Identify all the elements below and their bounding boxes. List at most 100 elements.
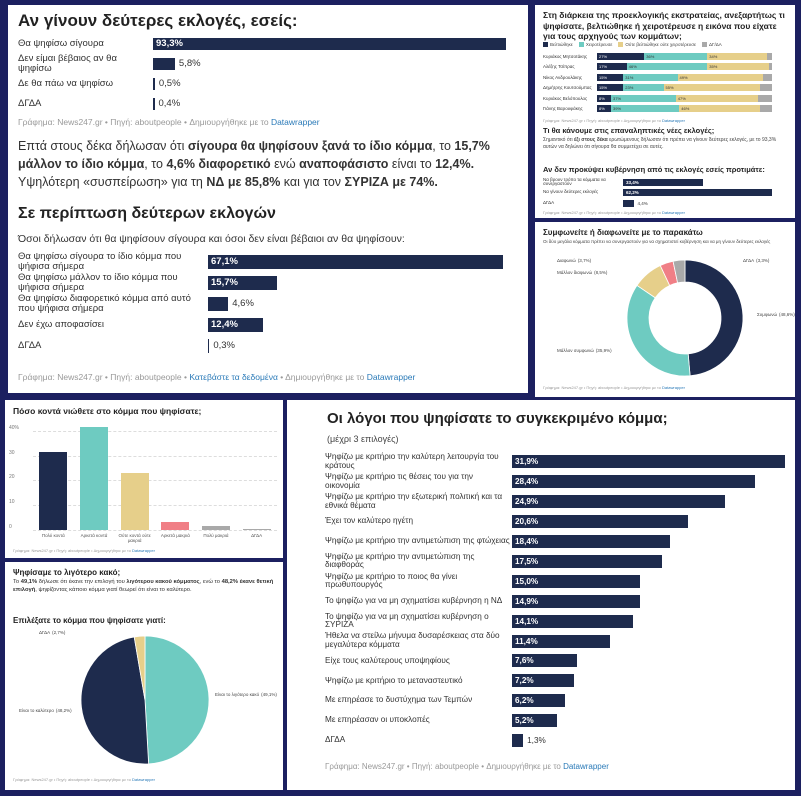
legend-swatch (618, 42, 624, 47)
category-label: ΔΓΔΑ (18, 339, 42, 351)
bar (512, 475, 756, 489)
bar (208, 296, 229, 311)
value-label: 28,4% (515, 477, 539, 487)
bar (153, 78, 155, 90)
chart-title: Αν δεν προκύψει κυβέρνηση από τις εκλογέ… (543, 165, 765, 174)
text-segment: Υψηλότερη «συσπείρωση» για τη (18, 175, 207, 189)
text-segment: ΣΥΡΙΖΑ με 74%. (344, 175, 438, 189)
text-segment: Datawrapper (270, 117, 320, 127)
bar (208, 338, 210, 353)
slice-value: (49,1%) (261, 692, 277, 697)
subchart-title: Επιλέξατε το κόμμα που ψηφίσατε γιατί: (13, 616, 166, 625)
bar-segment (623, 84, 664, 92)
slice-category: Μάλλον συμφωνώ (557, 348, 594, 353)
category-label: Ψηφίζω με κριτήριο την αντιμετώπιση της … (325, 551, 475, 570)
bar (512, 495, 726, 509)
legend-label: Χειροτέρευσε (585, 42, 613, 47)
bar-segment (759, 84, 772, 92)
value-label: 5,8% (178, 58, 201, 69)
grid-line (33, 455, 277, 457)
bar-segment (626, 63, 708, 71)
bar-segment (679, 105, 760, 113)
text-segment: δήλωσε ότι έκανε την επιλογή του (37, 579, 127, 585)
category-label: Ψηφίζω με κριτήριο το ποιος θα γίνει πρω… (325, 571, 458, 590)
text-segment: είναι το (388, 157, 436, 171)
bar (623, 178, 704, 186)
subchart-title: (μέχρι 3 επιλογές) (327, 434, 399, 444)
slice (133, 635, 146, 701)
value-label: 14,1% (515, 616, 539, 626)
value-label: 34% (709, 53, 718, 59)
x-tick-label: Ούτε κοντά ούτε μακριά (118, 533, 151, 544)
text-segment: Γράφημα: News247.gr • Πηγή: aboutpeople … (543, 385, 663, 390)
bar-segment (597, 94, 611, 102)
value-label: 37% (613, 95, 622, 101)
category-label: Ψηφίζω με κριτήριο την εξωτερική πολιτικ… (325, 492, 503, 510)
panel: Αν γίνουν δεύτερες εκλογές, εσείς: Επτά σ… (8, 5, 528, 393)
bar-segment (768, 63, 772, 71)
bar-segment (597, 105, 611, 113)
text-segment: σίγουρα θα ψηφίσουν ξανά το ίδιο κόμμα (187, 139, 433, 153)
text-segment: Γράφημα: News247.gr • Πηγή: aboutpeople … (13, 777, 133, 782)
value-label: 5,2% (515, 716, 534, 726)
grid-line (33, 430, 277, 432)
grid-line (33, 530, 277, 531)
text-segment: 48,2% έκανε θετική επιλογή (13, 579, 274, 593)
bar (208, 254, 504, 269)
slice (144, 635, 210, 765)
text-segment: , το (432, 139, 455, 153)
text-segment: , ενώ το (199, 579, 222, 585)
category-label: Έχει τον καλύτερο ηγέτη (325, 516, 414, 526)
text-segment: Γράφημα: News247.gr • Πηγή: aboutpeople … (325, 762, 564, 771)
paragraph: Σημαντικό ότι έξι στους δέκα ερωτώμενους… (543, 137, 788, 150)
bar-segment (623, 73, 678, 81)
value-label: 36% (646, 53, 655, 59)
x-tick-label: Αρκετά κοντά (80, 533, 108, 538)
chart-title: Πόσο κοντά νιώθετε στο κόμμα που ψηφίσατ… (13, 406, 202, 416)
slice-label: Είναι το καλύτερο (48,2%) (19, 708, 89, 713)
bar-segment (707, 63, 769, 71)
text-segment: Κατεβάστε τα δεδομένα (189, 372, 278, 382)
bar-segment (597, 52, 645, 60)
value-label: 18,4% (515, 537, 539, 547)
value-label: 15,0% (515, 576, 539, 586)
bar-segment (597, 63, 627, 71)
value-label: 8% (599, 95, 605, 101)
value-label: 7,6% (515, 656, 534, 666)
x-tick-label: Πολύ κοντά (41, 533, 65, 538)
bar (512, 734, 524, 748)
slice (626, 284, 691, 377)
pie-chart (626, 259, 744, 377)
bar-segment (766, 52, 772, 60)
text-segment: Datawrapper (662, 210, 685, 215)
text-segment: Γράφημα: News247.gr • Πηγή: aboutpeople … (18, 117, 271, 127)
bar-segment (675, 94, 758, 102)
text-segment: Datawrapper (563, 762, 609, 771)
source: Γράφημα: News247.gr • Πηγή: aboutpeople … (543, 385, 788, 390)
value-label: 33,4% (626, 179, 639, 185)
value-label: 0,3% (213, 339, 235, 351)
slice-category: Συμφωνώ (757, 312, 778, 317)
bar (120, 472, 149, 530)
paragraph: Επτά στους δέκα δήλωσαν ότι σίγουρα θα ψ… (18, 137, 523, 191)
text-segment: Σημαντικό ότι (543, 137, 575, 143)
source: Γράφημα: News247.gr • Πηγή: aboutpeople … (13, 548, 273, 553)
slice-value: (3,7%) (577, 258, 592, 263)
source: Γράφημα: News247.gr • Πηγή: aboutpeople … (543, 118, 788, 123)
legend-label: ΔΓ/ΔΑ (709, 42, 722, 47)
grid-line (33, 505, 277, 507)
text-segment: • Δημιουργήθηκε με το (277, 372, 367, 382)
value-label: 24,9% (515, 497, 539, 507)
text-segment: Γράφημα: News247.gr • Πηγή: aboutpeople … (13, 548, 133, 553)
category-label: Να γίνουν δεύτερες εκλογές (543, 189, 599, 195)
panel: Συμφωνείτε ή διαφωνείτε με το παρακάτω Οι… (535, 222, 795, 397)
x-tick-label: Πολύ μακριά (203, 533, 229, 538)
value-label: 17% (599, 64, 608, 70)
slice-value: (48,6%) (779, 312, 795, 317)
text-segment: αναποφάσιστο (299, 157, 389, 171)
chart-title: Στη διάρκεια της προεκλογικής εκστρατεία… (543, 10, 785, 41)
legend-item: ΔΓ/ΔΑ (702, 42, 722, 47)
legend-label: Ούτε βελτιώθηκε ούτε χειροτέρευσε (625, 42, 697, 47)
bar (153, 58, 175, 70)
category-label: Με επηρέασαν οι υποκλοπές (325, 715, 430, 725)
